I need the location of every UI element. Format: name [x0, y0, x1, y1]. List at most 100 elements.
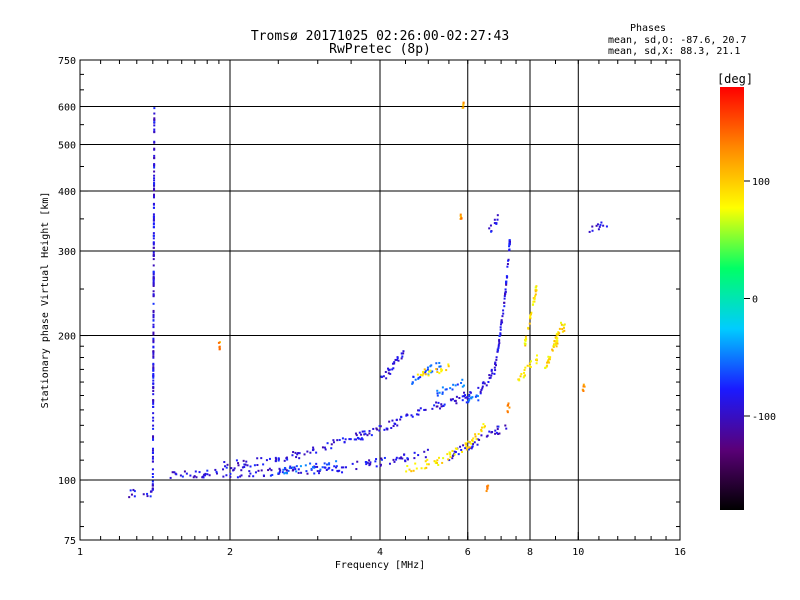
data-point: [425, 466, 428, 469]
data-point: [453, 453, 456, 456]
data-point: [544, 366, 547, 369]
data-point: [431, 370, 434, 373]
data-point: [297, 471, 300, 474]
data-point: [459, 445, 462, 448]
data-point: [402, 350, 405, 353]
data-point: [365, 461, 368, 464]
data-point: [396, 357, 399, 360]
data-point: [445, 388, 448, 391]
data-point: [523, 369, 526, 372]
data-point: [240, 474, 243, 477]
data-point: [378, 424, 381, 427]
data-point: [524, 366, 527, 369]
data-point: [152, 363, 155, 366]
data-point: [152, 313, 155, 316]
data-point: [361, 430, 364, 433]
data-point: [498, 340, 501, 343]
data-point: [412, 375, 415, 378]
data-point: [454, 447, 457, 450]
data-point: [476, 438, 479, 441]
data-point: [411, 381, 414, 384]
data-point: [479, 390, 482, 393]
data-point: [152, 333, 155, 336]
data-point: [493, 222, 496, 225]
data-point: [459, 213, 462, 216]
data-point: [534, 295, 537, 298]
data-point: [146, 495, 149, 498]
data-point: [474, 433, 477, 436]
data-point: [403, 453, 406, 456]
data-point: [449, 387, 452, 390]
data-point: [286, 472, 289, 475]
data-point: [153, 179, 156, 182]
data-point: [246, 464, 249, 467]
data-point: [429, 365, 432, 368]
data-point: [495, 364, 498, 367]
data-point: [421, 374, 424, 377]
data-point: [489, 224, 492, 227]
data-point: [252, 475, 255, 478]
data-point: [360, 437, 363, 440]
data-point: [485, 435, 488, 438]
data-point: [529, 365, 532, 368]
data-point: [450, 399, 453, 402]
data-point: [152, 366, 155, 369]
data-point: [248, 475, 251, 478]
data-point: [151, 480, 154, 483]
data-point: [529, 360, 532, 363]
data-point: [204, 472, 207, 475]
data-point: [527, 326, 530, 329]
data-point: [226, 463, 229, 466]
data-point: [153, 187, 156, 190]
data-point: [383, 456, 386, 459]
legend-line-o: mean, sd,O: -87.6, 20.7: [608, 35, 746, 46]
data-point: [446, 453, 449, 456]
data-point: [493, 218, 496, 221]
data-point: [547, 355, 550, 358]
data-point: [296, 453, 299, 456]
data-point: [406, 458, 409, 461]
data-point: [468, 393, 471, 396]
data-point: [424, 460, 427, 463]
data-point: [423, 450, 426, 453]
data-point: [192, 476, 195, 479]
data-point: [480, 388, 483, 391]
data-point: [281, 471, 284, 474]
data-point: [393, 422, 396, 425]
data-point: [391, 368, 394, 371]
data-point: [152, 295, 155, 298]
data-point: [370, 434, 373, 437]
data-point: [351, 462, 354, 465]
data-point: [152, 345, 155, 348]
data-point: [365, 463, 368, 466]
data-point: [551, 348, 554, 351]
data-point: [503, 305, 506, 308]
data-point: [561, 328, 564, 331]
data-point: [524, 344, 527, 347]
data-point: [474, 435, 477, 438]
data-point: [434, 460, 437, 463]
data-point: [398, 457, 401, 460]
data-point: [440, 370, 443, 373]
data-point: [463, 391, 466, 394]
data-point: [420, 467, 423, 470]
data-point: [507, 402, 510, 405]
data-point: [447, 365, 450, 368]
data-point: [343, 441, 346, 444]
data-point: [152, 194, 155, 197]
data-point: [605, 225, 608, 228]
data-point: [436, 370, 439, 373]
data-point: [369, 463, 372, 466]
data-point: [462, 103, 465, 106]
colorbar-ticks: 100 0 -100: [744, 177, 776, 423]
data-point: [503, 297, 506, 300]
data-point: [313, 465, 316, 468]
data-point: [427, 463, 430, 466]
data-point: [524, 335, 527, 338]
data-point: [483, 382, 486, 385]
data-point: [217, 341, 220, 344]
data-point: [535, 358, 538, 361]
data-point: [451, 457, 454, 460]
data-point: [520, 373, 523, 376]
data-point: [153, 184, 156, 187]
